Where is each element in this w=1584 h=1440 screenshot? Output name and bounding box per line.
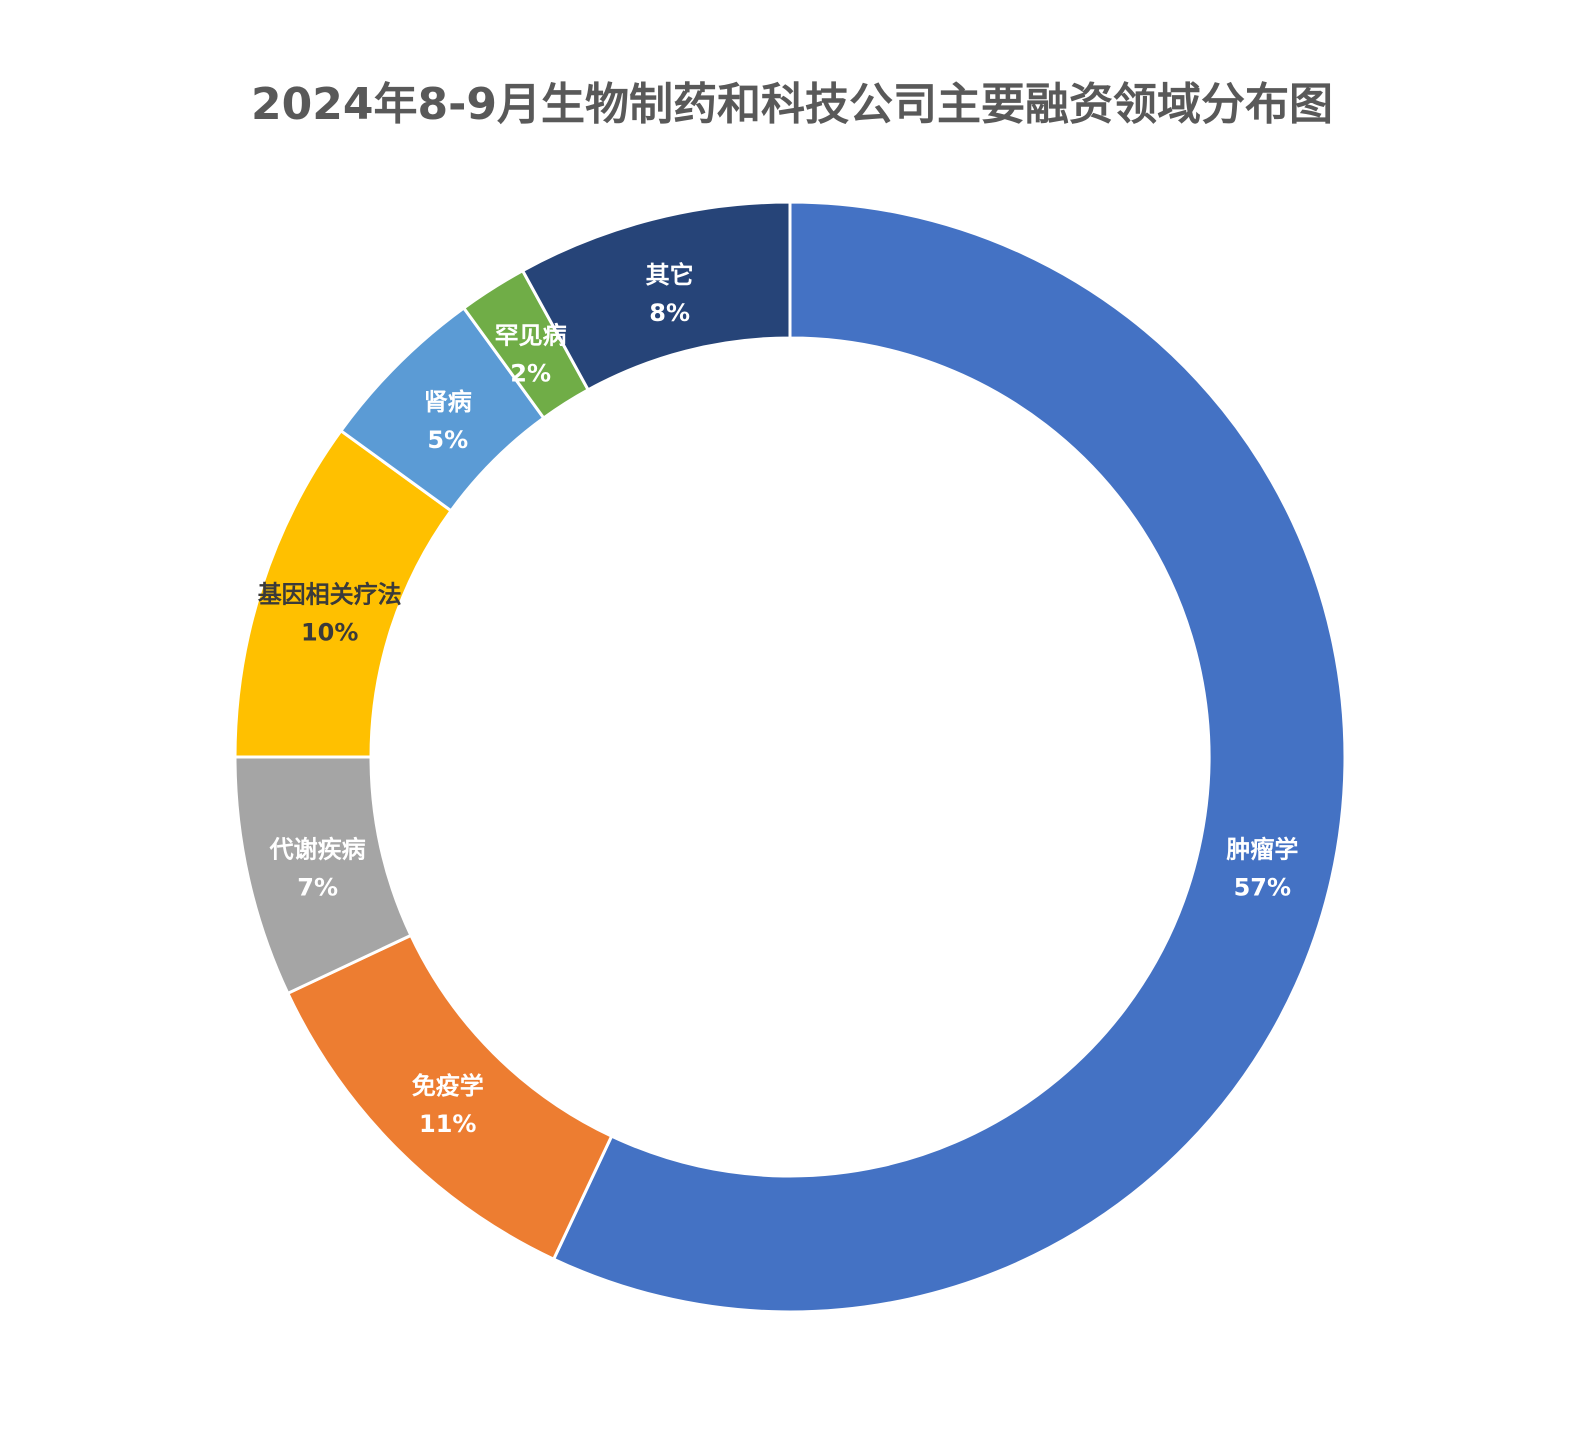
slice-label-name: 肾病 [424,388,472,416]
slice-label-value: 8% [649,299,690,327]
slice-label-name: 代谢疾病 [269,836,366,864]
slice-label-value: 10% [301,618,358,646]
slice-label-value: 5% [427,426,468,454]
donut-labels: 肿瘤学 57% 免疫学 11% 代谢疾病 7% 基因相关疗法 10% 肾病 5% 罕见病 2% 其它 8% [258,261,1299,1138]
slice-0 [551,200,1347,1314]
chart-title: 2024年8-9月生物制药和科技公司主要融资领域分布图 [251,79,1333,130]
slice-label-value: 11% [419,1110,476,1138]
donut-slices [233,200,1347,1314]
slice-6 [520,200,792,392]
slice-label-name: 基因相关疗法 [258,580,402,608]
slice-label-value: 7% [297,874,338,902]
slice-label-value: 57% [1234,874,1291,902]
slice-label-name: 肿瘤学 [1226,836,1298,864]
slice-label-name: 免疫学 [412,1072,484,1100]
slice-label-value: 2% [510,359,551,387]
slice-label-name: 罕见病 [495,321,567,349]
slice-label-name: 其它 [646,261,694,289]
